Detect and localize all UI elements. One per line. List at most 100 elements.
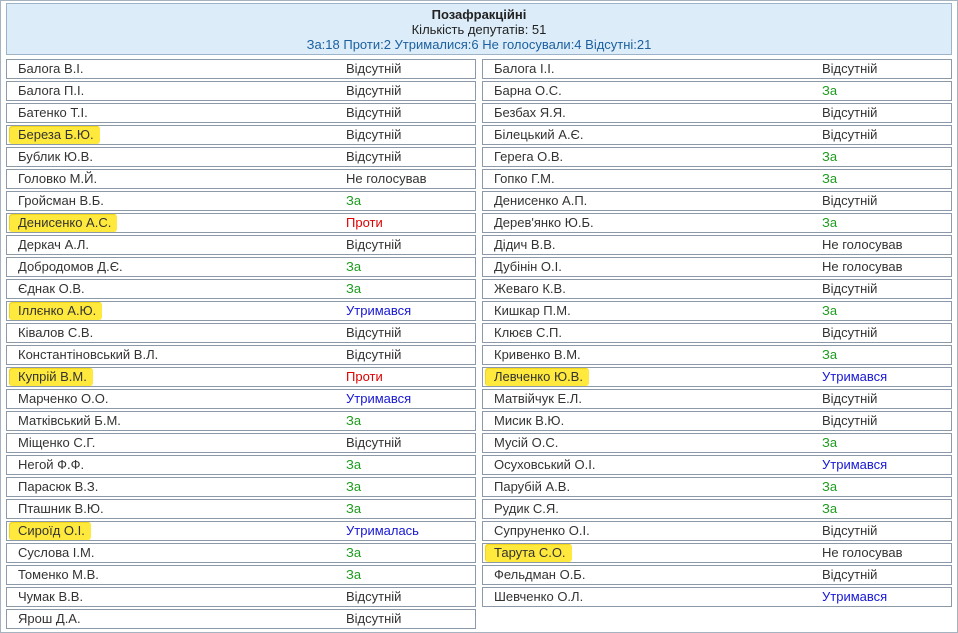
vote-status: Відсутній [346,61,402,76]
vote-status: Відсутній [346,237,402,252]
deputy-row: Головко М.Й. Не голосував [6,169,476,189]
faction-title: Позафракційні [431,7,527,22]
deputy-row: Гопко Г.М. За [482,169,952,189]
deputy-name: Константіновський В.Л. [18,347,159,362]
deputies-table: Балога В.І. Відсутній Балога П.І. Відсутній… [6,59,952,631]
deputy-name: Ярош Д.А. [18,611,81,626]
vote-status: Відсутній [346,589,402,604]
vote-status: Не голосував [822,259,903,274]
vote-status: За [822,171,838,186]
vote-status: Не голосував [346,171,427,186]
deputy-name: Супруненко О.І. [494,523,590,538]
deputy-row: Кривенко В.М. За [482,345,952,365]
deputies-column-left: Балога В.І. Відсутній Балога П.І. Відсутній… [6,59,476,631]
deputy-name-highlighted: Сироїд О.І. [9,522,91,540]
vote-status: Відсутній [346,83,402,98]
deputy-row: Сироїд О.І. Утрималась [6,521,476,541]
deputy-name-highlighted: Купрій В.М. [9,368,93,386]
deputy-row: Іллєнко А.Ю. Утримався [6,301,476,321]
deputy-row: Чумак В.В. Відсутній [6,587,476,607]
deputy-name-highlighted: Левченко Ю.В. [485,368,589,386]
deputy-row: Парубій А.В. За [482,477,952,497]
deputy-row: Денисенко А.П. Відсутній [482,191,952,211]
deputy-row: Мусій О.С. За [482,433,952,453]
deputy-name-highlighted: Денисенко А.С. [9,214,118,232]
vote-status: Відсутній [346,611,402,626]
vote-status: За [346,281,362,296]
vote-summary: За:18 Проти:2 Утрималися:6 Не голосували… [306,37,652,52]
vote-status: Відсутній [346,127,402,142]
deputy-row: Балога П.І. Відсутній [6,81,476,101]
vote-status: Утримався [822,369,888,384]
vote-status: За [346,193,362,208]
deputy-row: Мисик В.Ю. Відсутній [482,411,952,431]
deputy-row: Супруненко О.І. Відсутній [482,521,952,541]
deputy-name: Мусій О.С. [494,435,559,450]
deputy-row: Клюєв С.П. Відсутній [482,323,952,343]
vote-status: Відсутній [822,281,878,296]
deputy-name: Матвійчук Е.Л. [494,391,582,406]
deputy-row: Бублик Ю.В. Відсутній [6,147,476,167]
deputy-row: Батенко Т.І. Відсутній [6,103,476,123]
deputy-name: Парубій А.В. [494,479,571,494]
deputy-row: Кишкар П.М. За [482,301,952,321]
deputy-name: Барна О.С. [494,83,562,98]
deputy-name: Пташник В.Ю. [18,501,104,516]
vote-status: За [346,567,362,582]
deputy-row: Фельдман О.Б. Відсутній [482,565,952,585]
vote-status: За [822,303,838,318]
deputy-row: Денисенко А.С. Проти [6,213,476,233]
vote-status: За [822,479,838,494]
deputy-name-highlighted: Береза Б.Ю. [9,126,100,144]
vote-status: Не голосував [822,545,903,560]
deputy-name: Осуховський О.І. [494,457,596,472]
deputy-name: Денисенко А.П. [494,193,588,208]
deputy-row: Балога В.І. Відсутній [6,59,476,79]
deputy-name: Гройсман В.Б. [18,193,104,208]
deputy-name: Міщенко С.Г. [18,435,96,450]
deputy-name: Дерев'янко Ю.Б. [494,215,594,230]
vote-status: За [822,83,838,98]
vote-status: За [346,545,362,560]
deputy-name: Кривенко В.М. [494,347,581,362]
deputy-row: Ківалов С.В. Відсутній [6,323,476,343]
deputy-row: Суслова І.М. За [6,543,476,563]
deputies-column-right: Балога І.І. Відсутній Барна О.С. За Безбах Я… [482,59,952,631]
vote-status: Відсутній [822,193,878,208]
vote-status: Відсутній [822,127,878,142]
deputy-row: Осуховський О.І. Утримався [482,455,952,475]
vote-status: Відсутній [822,325,878,340]
deputy-row: Деркач А.Л. Відсутній [6,235,476,255]
vote-status: За [346,413,362,428]
deputy-row: Парасюк В.З. За [6,477,476,497]
deputy-name: Парасюк В.З. [18,479,99,494]
deputy-row: Єднак О.В. За [6,279,476,299]
deputy-row: Левченко Ю.В. Утримався [482,367,952,387]
deputy-name: Герега О.В. [494,149,564,164]
deputy-row: Міщенко С.Г. Відсутній [6,433,476,453]
vote-status: За [822,501,838,516]
deputy-name: Дідич В.В. [494,237,556,252]
deputy-name: Батенко Т.І. [18,105,88,120]
vote-status: Утримався [822,457,888,472]
deputy-row: Дубінін О.І. Не голосував [482,257,952,277]
deputy-row: Марченко О.О. Утримався [6,389,476,409]
deputy-name: Ківалов С.В. [18,325,94,340]
deputy-name: Безбах Я.Я. [494,105,566,120]
deputies-count: Кількість депутатів: 51 [411,22,547,37]
deputy-row: Ярош Д.А. Відсутній [6,609,476,629]
deputy-name: Білецький А.Є. [494,127,584,142]
deputy-row: Дерев'янко Ю.Б. За [482,213,952,233]
deputy-row: Рудик С.Я. За [482,499,952,519]
vote-status: За [822,215,838,230]
deputy-row: Дідич В.В. Не голосував [482,235,952,255]
deputy-name: Фельдман О.Б. [494,567,586,582]
vote-status: Відсутній [822,567,878,582]
deputy-name: Добродомов Д.Є. [18,259,123,274]
deputy-name: Мисик В.Ю. [494,413,565,428]
vote-status: Відсутній [822,61,878,76]
deputy-name: Єднак О.В. [18,281,85,296]
vote-status: Відсутній [822,413,878,428]
deputy-row: Балога І.І. Відсутній [482,59,952,79]
deputy-row: Герега О.В. За [482,147,952,167]
